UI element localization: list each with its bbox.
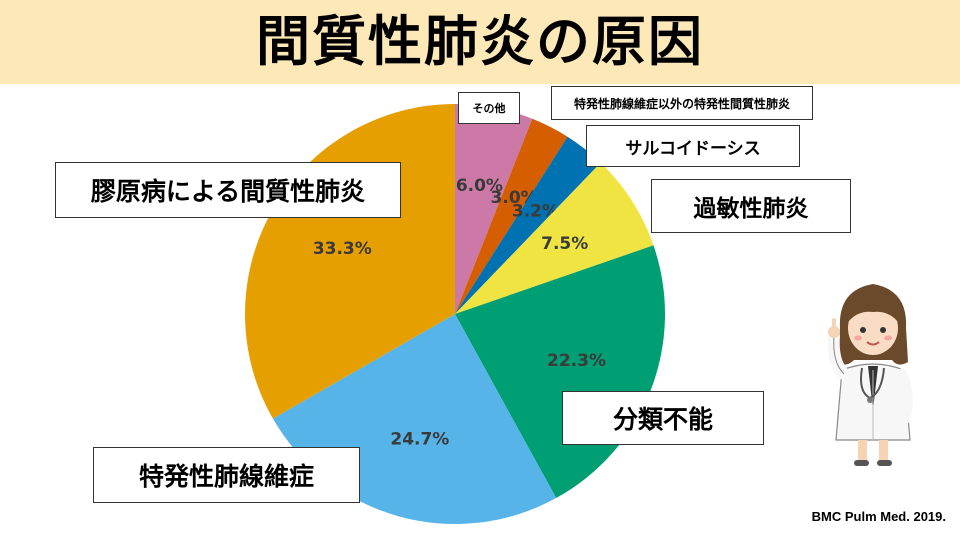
label-unclassifiable: 分類不能	[562, 391, 764, 445]
doctor-illustration	[827, 284, 913, 466]
title-bar	[0, 0, 960, 84]
label-ctd-ild: 膠原病による間質性肺炎	[55, 162, 401, 218]
label-ipf: 特発性肺線維症	[93, 447, 360, 503]
label-sarcoidosis: サルコイドーシス	[586, 125, 800, 167]
page-title: 間質性肺炎の原因	[256, 10, 704, 73]
label-non-ipf-iip: 特発性肺線維症以外の特発性間質性肺炎	[551, 86, 813, 120]
pie-value-label-3: 7.5%	[541, 234, 588, 254]
pie-value-label-2: 3.2%	[512, 202, 559, 222]
label-other: その他	[458, 92, 520, 124]
pie-slice-1	[455, 118, 568, 314]
source-citation: BMC Pulm Med. 2019.	[811, 509, 946, 524]
pie-slice-0	[455, 104, 533, 314]
label-hypersensitivity-pneumonitis: 過敏性肺炎	[651, 179, 851, 233]
pie-value-label-6: 33.3%	[313, 239, 372, 259]
pie-slice-2	[455, 136, 601, 314]
pie-value-label-5: 24.7%	[390, 429, 449, 449]
pie-value-label-0: 6.0%	[456, 176, 503, 196]
pie-value-label-4: 22.3%	[547, 351, 606, 371]
pie-slice-3	[455, 162, 654, 314]
